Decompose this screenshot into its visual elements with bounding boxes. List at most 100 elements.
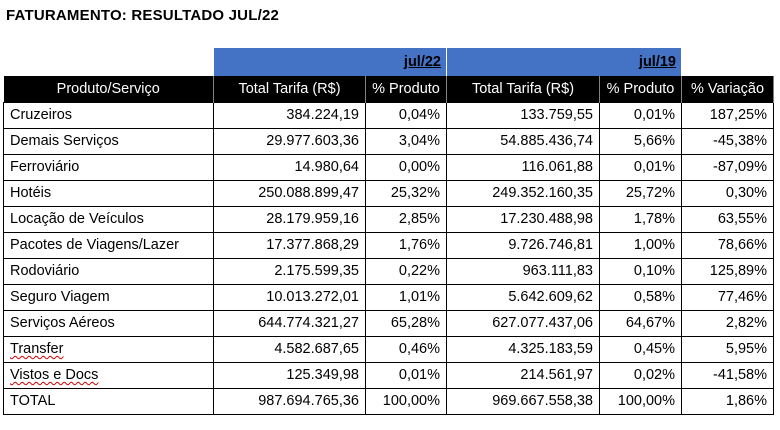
cell-share-jul22: 1,76% [365, 231, 447, 259]
period-spacer [3, 48, 214, 76]
revenue-table: jul/22 jul/19 Produto/Serviço Total Tari… [3, 48, 774, 415]
cell-share-jul22: 100,00% [365, 387, 447, 415]
cell-total-jul19: 627.077.437,06 [446, 309, 600, 337]
table-row: Pacotes de Viagens/Lazer 17.377.868,29 1,7… [3, 231, 774, 259]
cell-variation: 63,55% [681, 205, 774, 233]
period-header-row: jul/22 jul/19 [3, 48, 774, 76]
cell-share-jul19: 5,66% [599, 127, 682, 155]
cell-share-jul22: 0,01% [365, 361, 447, 389]
column-header-total-jul19: Total Tarifa (R$) [446, 76, 600, 102]
table-row: Seguro Viagem 10.013.272,01 1,01% 5.642.609… [3, 283, 774, 311]
cell-total-jul19: 969.667.558,38 [446, 387, 600, 415]
table-row: Transfer 4.582.687,65 0,46% 4.325.183,59 0,4… [3, 335, 774, 363]
column-header-product: Produto/Serviço [3, 76, 214, 102]
cell-total-jul19: 133.759,55 [446, 101, 600, 129]
cell-share-jul19: 0,01% [599, 153, 682, 181]
cell-total-jul22: 4.582.687,65 [213, 335, 366, 363]
cell-total-jul22: 987.694.765,36 [213, 387, 366, 415]
cell-product: Rodoviário [3, 257, 214, 285]
cell-variation: 1,86% [681, 387, 774, 415]
cell-share-jul22: 0,00% [365, 153, 447, 181]
cell-product: Cruzeiros [3, 101, 214, 129]
column-header-share-jul22: % Produto [365, 76, 447, 102]
cell-product: Locação de Veículos [3, 205, 214, 233]
cell-share-jul19: 1,78% [599, 205, 682, 233]
cell-product: Transfer [3, 335, 214, 363]
table-row: Locação de Veículos 28.179.959,16 2,85% 17.… [3, 205, 774, 233]
cell-share-jul22: 3,04% [365, 127, 447, 155]
cell-total-jul22: 2.175.599,35 [213, 257, 366, 285]
cell-total-jul19: 17.230.488,98 [446, 205, 600, 233]
cell-total-jul22: 28.179.959,16 [213, 205, 366, 233]
cell-share-jul19: 100,00% [599, 387, 682, 415]
table-row: Vistos e Docs 125.349,98 0,01% 214.561,97 0,… [3, 361, 774, 389]
cell-product: Serviços Aéreos [3, 309, 214, 337]
cell-share-jul19: 0,10% [599, 257, 682, 285]
cell-share-jul19: 25,72% [599, 179, 682, 207]
table-row: Cruzeiros 384.224,19 0,04% 133.759,55 0,01% 1… [3, 101, 774, 129]
cell-share-jul19: 0,58% [599, 283, 682, 311]
spellcheck-flagged-text: Transfer [10, 341, 64, 357]
cell-variation: 0,30% [681, 179, 774, 207]
cell-total-jul19: 4.325.183,59 [446, 335, 600, 363]
period-spacer [681, 48, 774, 76]
cell-product: Pacotes de Viagens/Lazer [3, 231, 214, 259]
table-row: Rodoviário 2.175.599,35 0,22% 963.111,83 0,1… [3, 257, 774, 285]
cell-total-jul22: 14.980,64 [213, 153, 366, 181]
cell-variation: -41,58% [681, 361, 774, 389]
cell-share-jul22: 1,01% [365, 283, 447, 311]
table-row: TOTAL 987.694.765,36 100,00% 969.667.558,38… [3, 387, 774, 415]
cell-product: Seguro Viagem [3, 283, 214, 311]
spellcheck-flagged-text: Vistos e Docs [10, 367, 99, 383]
cell-share-jul19: 1,00% [599, 231, 682, 259]
column-header-share-jul19: % Produto [599, 76, 682, 102]
cell-variation: 5,95% [681, 335, 774, 363]
cell-total-jul22: 384.224,19 [213, 101, 366, 129]
cell-total-jul22: 125.349,98 [213, 361, 366, 389]
cell-share-jul22: 0,46% [365, 335, 447, 363]
cell-total-jul22: 10.013.272,01 [213, 283, 366, 311]
cell-share-jul22: 25,32% [365, 179, 447, 207]
cell-share-jul22: 0,04% [365, 101, 447, 129]
report-title: FATURAMENTO: RESULTADO JUL/22 [6, 7, 280, 24]
cell-product: TOTAL [3, 387, 214, 415]
cell-total-jul22: 29.977.603,36 [213, 127, 366, 155]
cell-total-jul19: 214.561,97 [446, 361, 600, 389]
cell-product: Demais Serviços [3, 127, 214, 155]
column-header-row: Produto/Serviço Total Tarifa (R$) % Prod… [3, 76, 774, 102]
cell-total-jul19: 5.642.609,62 [446, 283, 600, 311]
cell-total-jul19: 54.885.436,74 [446, 127, 600, 155]
cell-share-jul19: 64,67% [599, 309, 682, 337]
cell-share-jul19: 0,01% [599, 101, 682, 129]
column-header-total-jul22: Total Tarifa (R$) [213, 76, 366, 102]
cell-variation: 2,82% [681, 309, 774, 337]
cell-total-jul22: 250.088.899,47 [213, 179, 366, 207]
cell-total-jul19: 963.111,83 [446, 257, 600, 285]
cell-share-jul19: 0,02% [599, 361, 682, 389]
cell-total-jul22: 644.774.321,27 [213, 309, 366, 337]
cell-share-jul19: 0,45% [599, 335, 682, 363]
table-row: Demais Serviços 29.977.603,36 3,04% 54.885.… [3, 127, 774, 155]
cell-total-jul19: 249.352.160,35 [446, 179, 600, 207]
period-label-jul22: jul/22 [213, 48, 447, 76]
table-row: Ferroviário 14.980,64 0,00% 116.061,88 0,01%… [3, 153, 774, 181]
cell-variation: 78,66% [681, 231, 774, 259]
cell-total-jul19: 116.061,88 [446, 153, 600, 181]
cell-share-jul22: 2,85% [365, 205, 447, 233]
cell-variation: 77,46% [681, 283, 774, 311]
cell-product: Vistos e Docs [3, 361, 214, 389]
table-row: Hotéis 250.088.899,47 25,32% 249.352.160,35… [3, 179, 774, 207]
cell-total-jul19: 9.726.746,81 [446, 231, 600, 259]
period-label-jul19: jul/19 [446, 48, 682, 76]
cell-share-jul22: 0,22% [365, 257, 447, 285]
cell-variation: 125,89% [681, 257, 774, 285]
cell-variation: -45,38% [681, 127, 774, 155]
cell-variation: -87,09% [681, 153, 774, 181]
cell-share-jul22: 65,28% [365, 309, 447, 337]
cell-product: Hotéis [3, 179, 214, 207]
cell-product: Ferroviário [3, 153, 214, 181]
table-row: Serviços Aéreos 644.774.321,27 65,28% 627.0… [3, 309, 774, 337]
cell-total-jul22: 17.377.868,29 [213, 231, 366, 259]
column-header-variation: % Variação [681, 76, 774, 102]
cell-variation: 187,25% [681, 101, 774, 129]
